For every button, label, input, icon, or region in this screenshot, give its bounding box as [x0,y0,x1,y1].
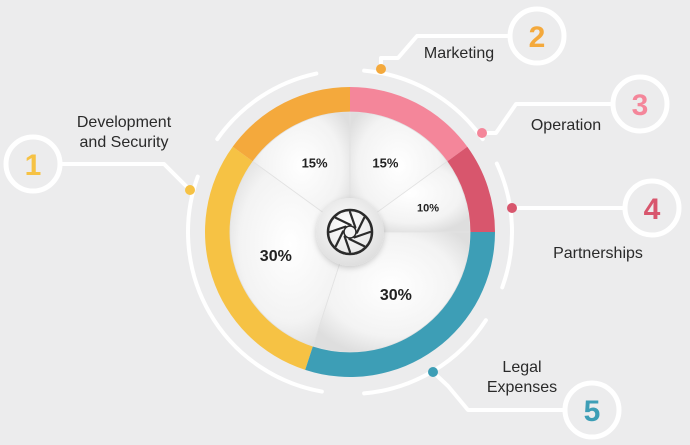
pie-slice-inner [252,111,351,233]
leader-dot [376,64,386,74]
leader-line [482,102,614,135]
category-label: Legal Expenses [487,359,557,396]
leader-dot [477,128,487,138]
pie-slice-band [305,232,495,377]
category-label: Partnerships [553,245,643,262]
ring-arc [215,71,319,142]
leader-line [60,162,192,192]
callout: 2 Marketing [376,6,567,74]
center-hub [316,198,384,266]
number-badge [610,74,670,134]
leader-line [379,34,512,69]
pie-slice-band [232,87,350,162]
slice-percent-label: 30% [380,287,412,304]
pie-slice: 30% [204,146,351,370]
number-badge-label: 4 [644,193,661,226]
slice-percent-label: 30% [260,248,292,265]
slice-percent-label: 15% [372,156,398,171]
callout: 5 Legal Expenses [428,359,622,440]
leader-dot [185,185,195,195]
number-badge-label: 2 [529,21,546,54]
ring-arc [186,174,324,394]
callout: 1 Development and Security [3,114,195,195]
slice-percent-label: 15% [302,156,328,171]
pie-slice-band [204,146,313,370]
number-badge-label: 3 [632,89,649,122]
slice-percent-label: 10% [417,203,439,215]
number-badge-label: 1 [25,149,42,182]
callouts: 1 Development and Security 2 Marketing 3 Opera… [3,6,682,440]
pie-slice: 15% [232,87,351,233]
pie-slice-inner [349,111,448,233]
leader-dot [507,203,517,213]
number-badge [622,178,682,238]
number-badge [562,380,622,440]
ring-arc [494,161,514,290]
pie-slice-inner [229,160,351,347]
number-badge [3,134,63,194]
leader-dot [428,367,438,377]
pie-slice-band [350,87,468,162]
category-label: Marketing [424,45,494,62]
pie-slice: 10% [348,146,495,233]
callout: 3 Operation [477,74,670,138]
pie-slice-inner [348,160,471,233]
callout: 4 Partnerships [507,178,682,262]
pie-slice-band [447,146,495,232]
pie-slice: 15% [349,87,468,233]
category-label: Development and Security [77,114,172,151]
leader-line [431,370,566,412]
aperture-icon [326,208,374,256]
number-badge [507,6,567,66]
category-label: Operation [531,117,601,134]
number-badge-label: 5 [584,395,601,428]
